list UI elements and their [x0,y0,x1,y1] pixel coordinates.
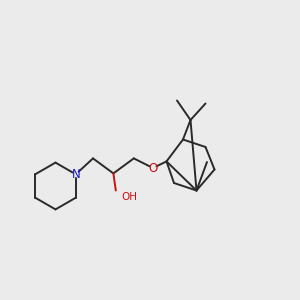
Text: N: N [71,168,80,181]
Text: OH: OH [121,192,137,202]
Text: O: O [148,161,158,175]
